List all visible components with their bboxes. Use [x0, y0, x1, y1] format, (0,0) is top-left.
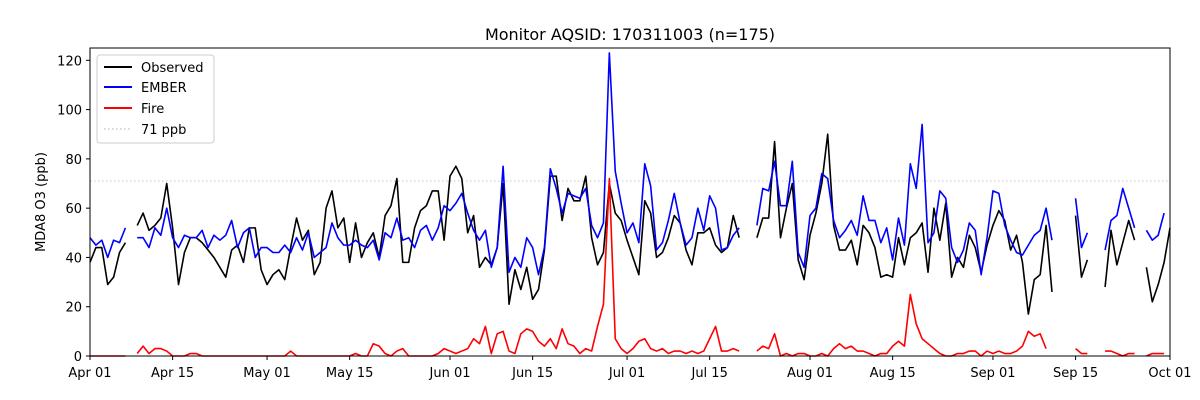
x-tick-label: Aug 15 — [870, 366, 916, 381]
chart-title: Monitor AQSID: 170311003 (n=175) — [485, 25, 775, 44]
x-tick-label: Jul 15 — [690, 366, 727, 381]
x-tick-label: Apr 15 — [151, 366, 194, 381]
plot-frame — [89, 47, 1171, 357]
x-tick-label: Jul 01 — [608, 366, 645, 381]
y-tick-label: 20 — [65, 301, 82, 316]
legend-label-ember: EMBER — [141, 81, 187, 96]
y-axis-label: MDA8 O3 (ppb) — [34, 152, 49, 252]
legend-label-reference: 71 ppb — [141, 123, 186, 138]
x-tick-label: May 01 — [243, 366, 291, 381]
x-tick-label: Jun 15 — [511, 366, 553, 381]
y-tick-label: 80 — [65, 153, 82, 168]
x-tick-label: Aug 01 — [787, 366, 833, 381]
x-tick-label: Oct 01 — [1148, 366, 1191, 381]
x-tick-label: May 15 — [326, 366, 374, 381]
y-tick-label: 0 — [74, 350, 82, 365]
series-line-observed — [89, 133, 1171, 315]
tick-layer: 0 20 40 60 80 100 120 Apr 01 Apr 15 May 01 May 15 J… — [57, 54, 1191, 381]
legend: Observed EMBER Fire 71 ppb — [96, 54, 215, 144]
x-tick-label: Jun 01 — [429, 366, 471, 381]
x-tick-label: Apr 01 — [68, 366, 111, 381]
y-tick-label: 100 — [57, 104, 82, 119]
y-tick-label: 120 — [57, 54, 82, 69]
y-tick-label: 60 — [65, 202, 82, 217]
y-tick-label: 40 — [65, 251, 82, 266]
x-tick-label: Sep 01 — [970, 366, 1015, 381]
legend-label-observed: Observed — [141, 61, 204, 76]
series-line-ember — [89, 52, 1165, 276]
legend-box — [96, 54, 215, 144]
legend-label-fire: Fire — [141, 102, 164, 117]
x-tick-label: Sep 15 — [1053, 366, 1098, 381]
